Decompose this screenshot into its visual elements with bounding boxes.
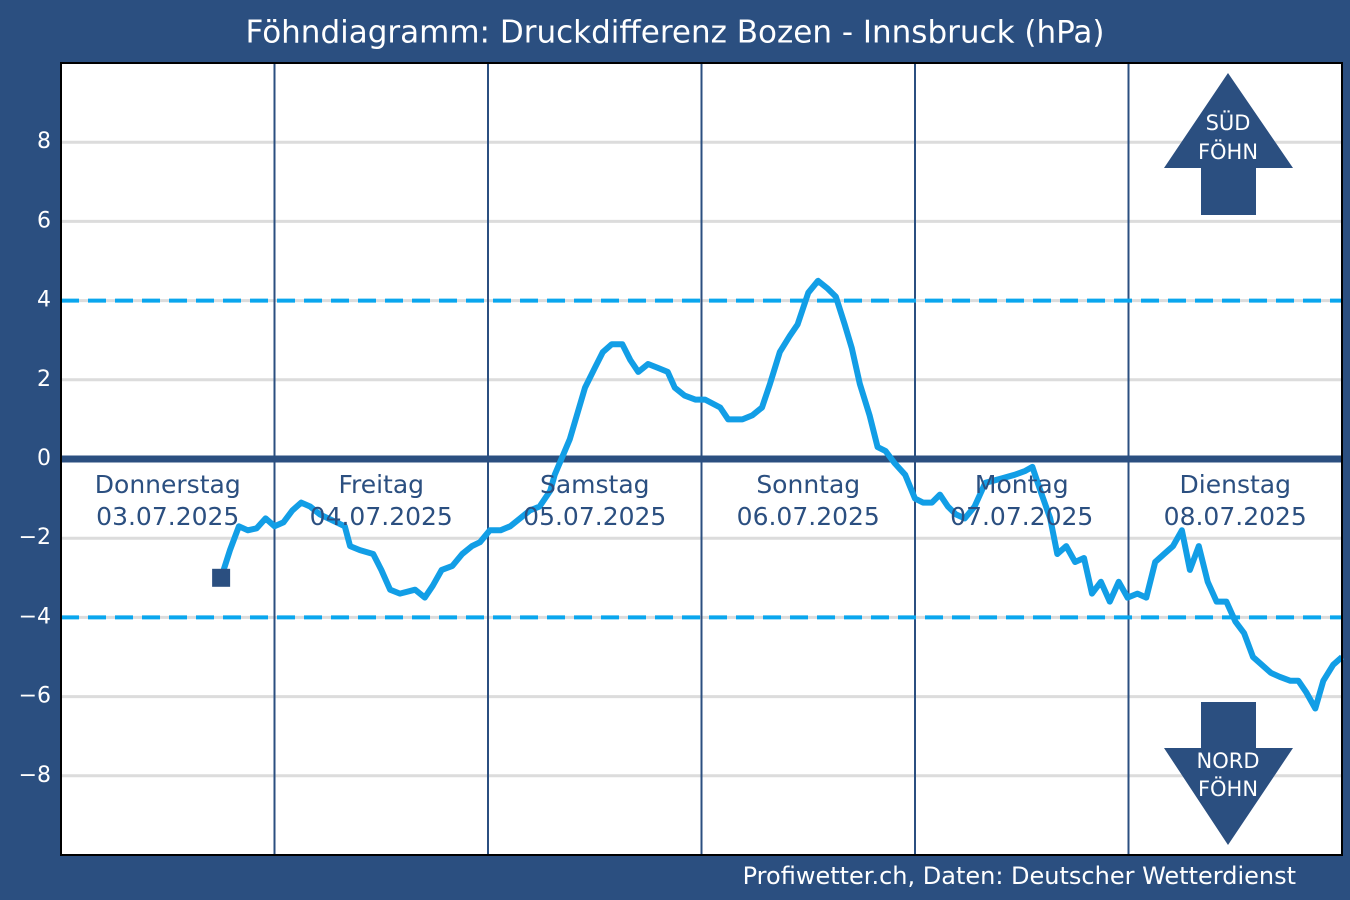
y-tick-label: −8: [19, 763, 51, 788]
day-date: 07.07.2025: [950, 502, 1093, 531]
day-date: 05.07.2025: [523, 502, 666, 531]
arrow-down: [1164, 702, 1293, 845]
day-date: 03.07.2025: [96, 502, 239, 531]
day-date: 04.07.2025: [310, 502, 453, 531]
day-date: 08.07.2025: [1164, 502, 1307, 531]
day-name: Samstag: [540, 470, 650, 499]
arrow-up: [1164, 73, 1293, 215]
plot-layer: −8 −6 −4 −2 0 2 4 6 8 Donnerstag 03.07.2025 Freitag…: [19, 62, 1344, 856]
start-marker: [212, 568, 231, 587]
arrow-label: FÖHN: [1198, 139, 1258, 164]
y-tick-label: 2: [37, 367, 51, 392]
y-tick-label: 8: [37, 129, 51, 154]
day-name: Dienstag: [1180, 470, 1291, 499]
y-tick-label: 4: [37, 288, 51, 313]
y-tick-label: 0: [37, 446, 51, 471]
arrow-label: SÜD: [1206, 110, 1251, 135]
data-line: [218, 277, 1344, 712]
y-tick-label: 6: [37, 208, 51, 233]
day-date: 06.07.2025: [737, 502, 880, 531]
source: Profiwetter.ch, Daten: Deutscher Wetterd…: [743, 862, 1296, 890]
y-tick-label: −2: [19, 525, 51, 550]
chart-title: Föhndiagramm: Druckdifferenz Bozen - Inn…: [245, 15, 1104, 51]
day-name: Donnerstag: [95, 470, 241, 499]
arrow-label: NORD: [1197, 749, 1260, 773]
plot-border: [60, 62, 1343, 856]
day-name: Sonntag: [756, 470, 860, 499]
day-name: Freitag: [338, 470, 424, 499]
arrow-label: FÖHN: [1198, 776, 1258, 801]
y-tick-label: −6: [19, 684, 51, 709]
day-name: Montag: [975, 470, 1069, 499]
y-tick-label: −4: [19, 604, 51, 629]
